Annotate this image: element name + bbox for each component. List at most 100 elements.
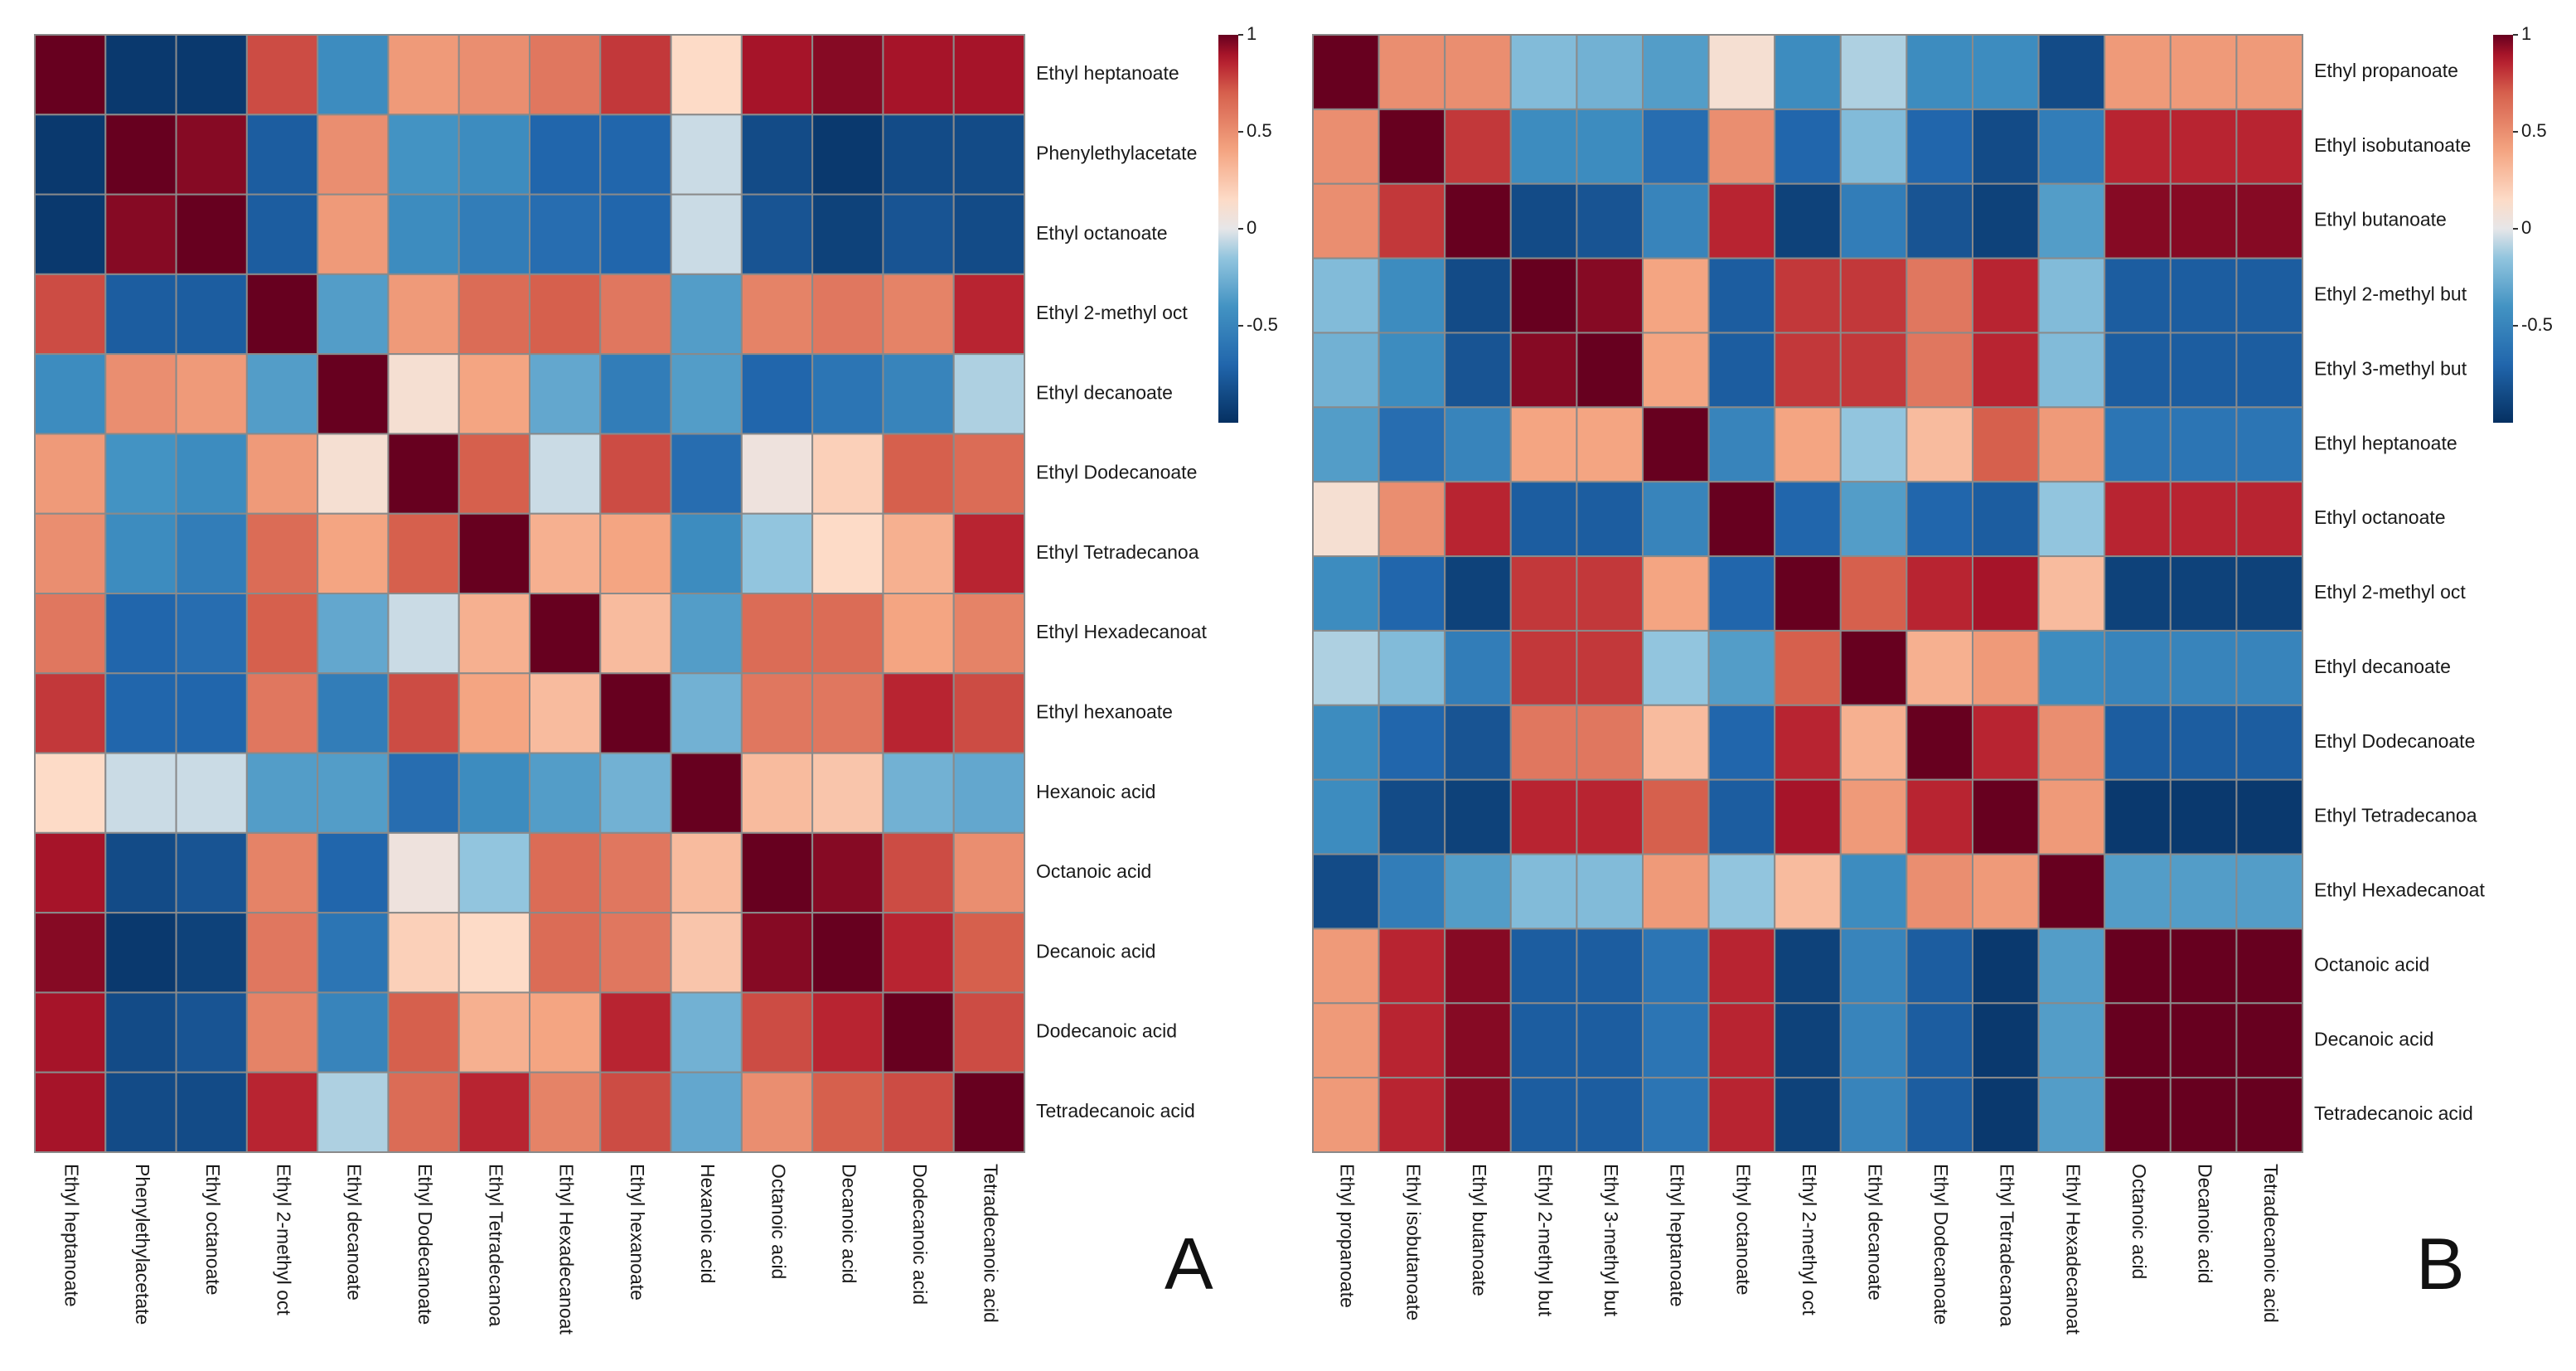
- heatmap-cell: [599, 1071, 672, 1153]
- heatmap-cell: [104, 512, 177, 595]
- heatmap-cell: [529, 1071, 602, 1153]
- heatmap-cell: [529, 593, 602, 675]
- colorbar: [1218, 35, 1238, 423]
- heatmap-cell: [952, 991, 1025, 1073]
- heatmap-cell: [317, 353, 390, 435]
- heatmap-cell: [1509, 332, 1578, 409]
- heatmap-cell: [2235, 406, 2303, 483]
- heatmap-cell: [1312, 406, 1380, 483]
- heatmap-cell: [175, 991, 248, 1073]
- row-label: Dodecanoic acid: [1036, 1020, 1177, 1042]
- heatmap-cell: [811, 273, 884, 356]
- heatmap-cell: [1642, 481, 1710, 558]
- heatmap-cell: [1576, 1002, 1644, 1079]
- heatmap-cell: [1774, 928, 1842, 1005]
- column-label: Ethyl Tetradecanoa: [1997, 1164, 2018, 1327]
- heatmap-cell: [1378, 108, 1446, 185]
- heatmap-cell: [1839, 108, 1908, 185]
- heatmap-cell: [1642, 778, 1710, 855]
- column-label: Ethyl octanoate: [202, 1164, 224, 1296]
- colorbar-tick-label: 0.5: [1247, 120, 1272, 141]
- row-label: Ethyl 2-methyl oct: [1036, 302, 1188, 323]
- colorbar-tick-label: 0: [2521, 217, 2531, 238]
- heatmap-cell: [1972, 332, 2040, 409]
- heatmap-cell: [670, 1071, 743, 1153]
- row-label: Decanoic acid: [2314, 1028, 2433, 1049]
- heatmap-cell: [1972, 778, 2040, 855]
- heatmap-cell: [2235, 704, 2303, 781]
- heatmap-cell: [2037, 182, 2106, 259]
- heatmap-cell: [529, 831, 602, 914]
- row-label: Ethyl Hexadecanoat: [1036, 621, 1207, 642]
- heatmap-cell: [1576, 182, 1644, 259]
- heatmap-cell: [1378, 34, 1446, 110]
- heatmap-cell: [1509, 704, 1578, 781]
- heatmap-cell: [2037, 34, 2106, 110]
- heatmap-cell: [1642, 34, 1710, 110]
- heatmap-cell: [1839, 629, 1908, 706]
- column-label: Ethyl Tetradecanoa: [485, 1164, 506, 1327]
- heatmap-cell: [1312, 108, 1380, 185]
- heatmap-cell: [387, 593, 460, 675]
- heatmap-cell: [387, 1071, 460, 1153]
- heatmap-cell: [1378, 704, 1446, 781]
- heatmap-cell: [2037, 1002, 2106, 1079]
- heatmap-cell: [1905, 257, 1973, 334]
- heatmap-cell: [104, 193, 177, 275]
- heatmap-cell: [1509, 108, 1578, 185]
- colorbar-tick-label: 1: [2521, 23, 2531, 44]
- heatmap-cell: [2037, 555, 2106, 632]
- heatmap-cell: [317, 752, 390, 834]
- heatmap-cell: [104, 912, 177, 994]
- column-label: Ethyl hexanoate: [627, 1164, 648, 1301]
- row-label: Ethyl butanoate: [2314, 209, 2447, 230]
- heatmap-cell: [175, 672, 248, 754]
- row-label: Ethyl heptanoate: [2314, 432, 2457, 453]
- heatmap-cell: [2169, 406, 2238, 483]
- column-label: Decanoic acid: [2195, 1164, 2216, 1283]
- heatmap-cell: [529, 353, 602, 435]
- colorbar: [2493, 35, 2513, 423]
- heatmap-cell: [34, 433, 107, 515]
- heatmap-cell: [1509, 406, 1578, 483]
- heatmap-cell: [1509, 34, 1578, 110]
- heatmap-cell: [2104, 332, 2172, 409]
- heatmap-cell: [952, 273, 1025, 356]
- heatmap-cell: [458, 353, 531, 435]
- heatmap-cell: [882, 114, 955, 196]
- row-label: Ethyl decanoate: [1036, 381, 1173, 403]
- heatmap-cell: [2104, 182, 2172, 259]
- heatmap-cell: [245, 114, 319, 196]
- heatmap-cell: [599, 273, 672, 356]
- heatmap-cell: [1905, 704, 1973, 781]
- heatmap-cell: [104, 114, 177, 196]
- heatmap-cell: [2104, 778, 2172, 855]
- heatmap-cell: [811, 433, 884, 515]
- heatmap-cell: [458, 273, 531, 356]
- heatmap-cell: [104, 991, 177, 1073]
- heatmap-cell: [1444, 332, 1512, 409]
- column-label: Decanoic acid: [839, 1164, 860, 1283]
- heatmap-cell: [317, 1071, 390, 1153]
- heatmap-cell: [1707, 182, 1776, 259]
- heatmap-cell: [1642, 555, 1710, 632]
- heatmap-cell: [104, 672, 177, 754]
- heatmap-cell: [2235, 853, 2303, 930]
- row-label: Phenylethylacetate: [1036, 143, 1197, 164]
- heatmap-cell: [882, 273, 955, 356]
- heatmap-cell: [811, 114, 884, 196]
- heatmap-cell: [882, 752, 955, 834]
- heatmap-cell: [1444, 108, 1512, 185]
- heatmap-cell: [1378, 406, 1446, 483]
- heatmap-cell: [1774, 1002, 1842, 1079]
- heatmap-cell: [740, 593, 814, 675]
- heatmap-cell: [317, 114, 390, 196]
- heatmap-cell: [740, 193, 814, 275]
- heatmap-cell: [34, 752, 107, 834]
- heatmap-cell: [458, 593, 531, 675]
- heatmap-cell: [2169, 704, 2238, 781]
- heatmap-cell: [599, 672, 672, 754]
- heatmap-cell: [1774, 629, 1842, 706]
- heatmap-cell: [1642, 853, 1710, 930]
- heatmap-cell: [1509, 778, 1578, 855]
